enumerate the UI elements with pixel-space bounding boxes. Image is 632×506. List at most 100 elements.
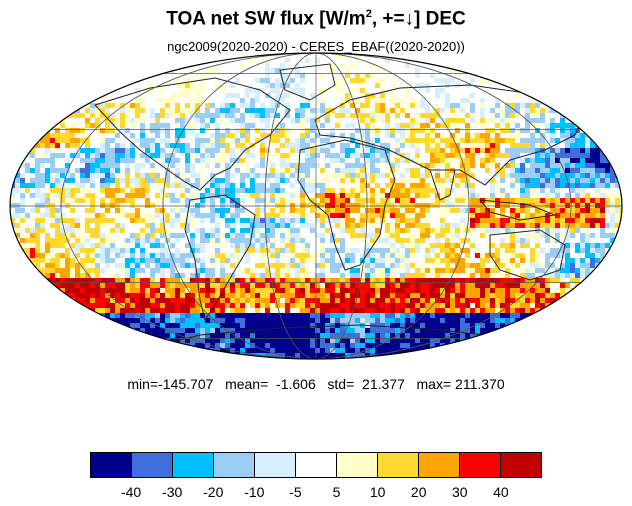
field-cell (195, 93, 201, 99)
field-cell (580, 173, 586, 179)
field-cell (170, 263, 176, 269)
field-cell (55, 278, 61, 284)
field-cell (35, 238, 41, 244)
field-cell (435, 113, 441, 119)
field-cell (20, 228, 26, 234)
field-cell (410, 128, 416, 134)
field-cell (530, 173, 536, 179)
field-cell (110, 118, 116, 124)
field-cell (370, 113, 376, 119)
field-cell (360, 213, 366, 219)
field-cell (145, 93, 151, 99)
field-cell (400, 58, 406, 64)
field-cell (155, 73, 161, 79)
field-cell (430, 208, 436, 214)
field-cell (260, 278, 266, 284)
field-cell (450, 268, 456, 274)
field-cell (135, 158, 141, 164)
field-cell (490, 238, 496, 244)
field-cell (435, 103, 441, 109)
field-cell (590, 218, 596, 224)
field-cell (490, 213, 496, 219)
field-cell (50, 188, 56, 194)
field-cell (235, 278, 241, 284)
field-cell (470, 218, 476, 224)
field-cell (60, 158, 66, 164)
field-cell (155, 108, 161, 114)
field-cell (190, 133, 196, 139)
field-cell (225, 253, 231, 259)
field-cell (335, 103, 341, 109)
field-cell (340, 98, 346, 104)
field-cell (130, 253, 136, 259)
field-cell (340, 258, 346, 264)
field-cell (165, 243, 171, 249)
field-cell (310, 153, 316, 159)
field-cell (335, 68, 341, 74)
field-cell (225, 118, 231, 124)
field-cell (605, 213, 611, 219)
field-cell (405, 278, 411, 284)
field-cell (405, 263, 411, 269)
field-cell (545, 153, 551, 159)
field-cell (355, 153, 361, 159)
field-cell (535, 178, 541, 184)
field-cell (150, 263, 156, 269)
field-cell (85, 133, 91, 139)
field-cell (290, 258, 296, 264)
field-cell (205, 158, 211, 164)
field-cell (200, 133, 206, 139)
field-cell (195, 153, 201, 159)
field-cell (510, 213, 516, 219)
field-cell (600, 168, 606, 174)
field-cell (390, 93, 396, 99)
field-cell (270, 128, 276, 134)
field-cell (185, 118, 191, 124)
field-cell (170, 103, 176, 109)
field-cell (380, 208, 386, 214)
field-cell (220, 183, 226, 189)
field-cell (130, 128, 136, 134)
field-cell (520, 163, 526, 169)
field-cell (210, 198, 216, 204)
field-cell (345, 223, 351, 229)
field-cell (70, 233, 76, 239)
field-cell (400, 278, 406, 284)
field-cell (115, 263, 121, 269)
field-cell (50, 223, 56, 229)
field-cell (285, 258, 291, 264)
field-cell (255, 288, 261, 294)
field-cell (420, 138, 426, 144)
field-cell (195, 283, 201, 289)
field-cell (195, 268, 201, 274)
field-cell (85, 148, 91, 154)
field-cell (230, 233, 236, 239)
field-cell (480, 163, 486, 169)
field-cell (150, 188, 156, 194)
field-cell (65, 188, 71, 194)
field-cell (530, 103, 536, 109)
field-cell (440, 193, 446, 199)
field-cell (125, 223, 131, 229)
field-cell (525, 98, 531, 104)
field-cell (450, 273, 456, 279)
field-cell (130, 118, 136, 124)
field-cell (150, 208, 156, 214)
field-cell (580, 143, 586, 149)
field-cell (510, 208, 516, 214)
field-cell (340, 178, 346, 184)
field-cell (95, 198, 101, 204)
field-cell (430, 68, 436, 74)
field-cell (390, 153, 396, 159)
field-cell (205, 258, 211, 264)
field-cell (300, 178, 306, 184)
field-cell (370, 163, 376, 169)
field-cell (460, 238, 466, 244)
field-cell (180, 283, 186, 289)
field-cell (310, 138, 316, 144)
field-cell (155, 228, 161, 234)
field-cell (180, 173, 186, 179)
field-cell (95, 258, 101, 264)
field-cell (180, 68, 186, 74)
field-cell (385, 178, 391, 184)
